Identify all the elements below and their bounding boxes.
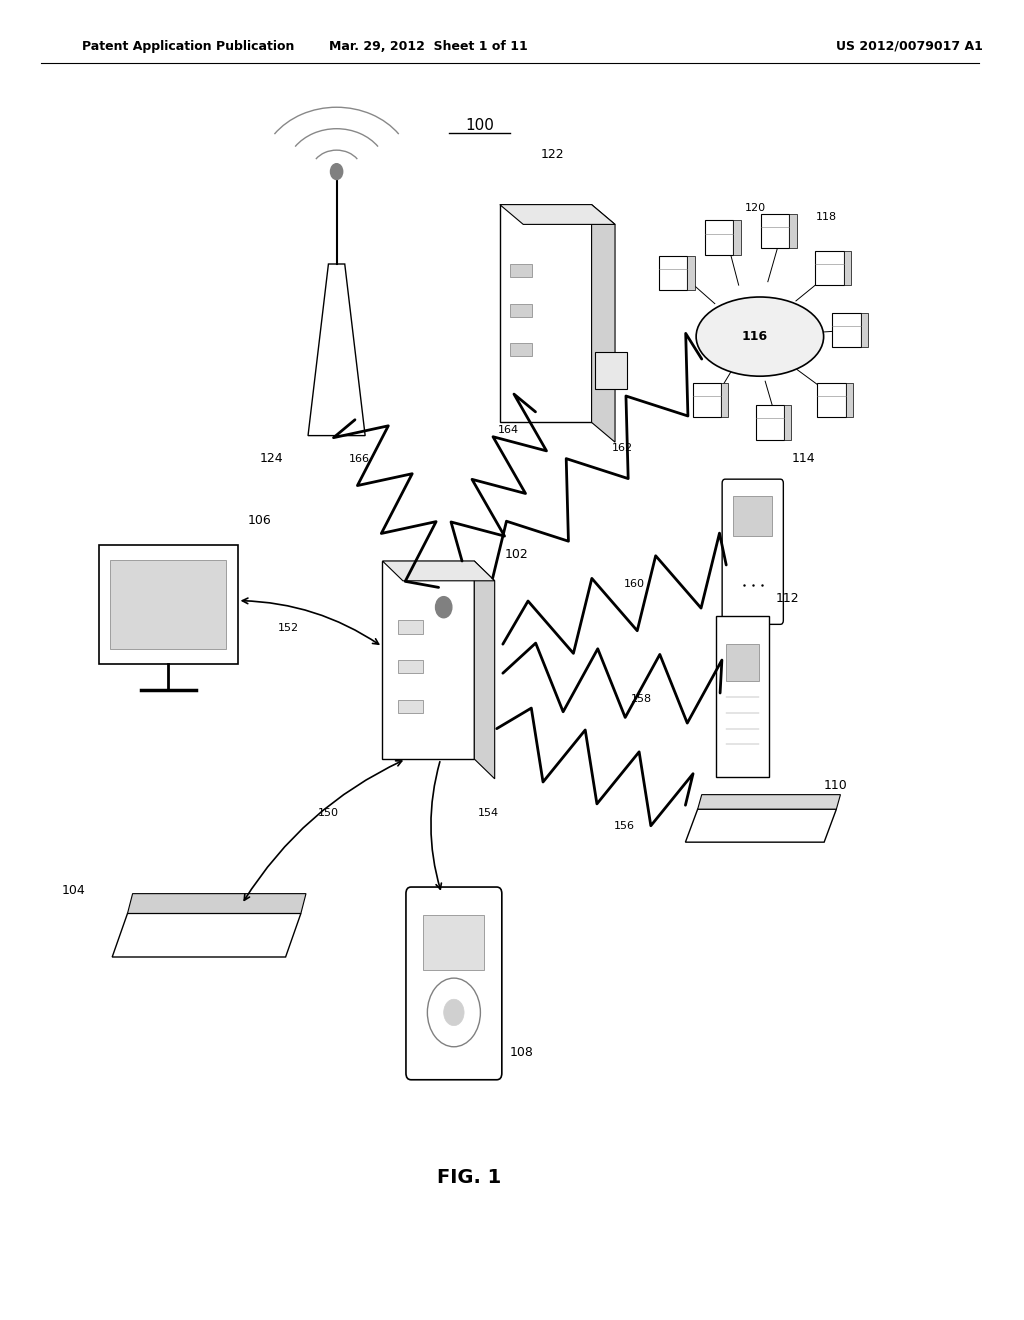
FancyBboxPatch shape bbox=[595, 352, 628, 389]
FancyBboxPatch shape bbox=[397, 660, 423, 673]
FancyBboxPatch shape bbox=[705, 220, 733, 255]
Text: 104: 104 bbox=[61, 883, 85, 896]
Polygon shape bbox=[697, 795, 841, 809]
Text: 106: 106 bbox=[248, 513, 271, 527]
FancyBboxPatch shape bbox=[423, 915, 484, 970]
Ellipse shape bbox=[696, 297, 823, 376]
Text: 158: 158 bbox=[631, 694, 651, 705]
FancyBboxPatch shape bbox=[658, 256, 687, 290]
FancyBboxPatch shape bbox=[784, 405, 792, 440]
Text: 156: 156 bbox=[614, 821, 635, 832]
Text: 124: 124 bbox=[260, 451, 284, 465]
Text: 116: 116 bbox=[741, 330, 768, 343]
FancyBboxPatch shape bbox=[846, 383, 853, 417]
Polygon shape bbox=[383, 561, 495, 581]
FancyBboxPatch shape bbox=[397, 620, 423, 634]
Text: US 2012/0079017 A1: US 2012/0079017 A1 bbox=[837, 40, 983, 53]
Polygon shape bbox=[128, 894, 306, 913]
Polygon shape bbox=[592, 205, 615, 442]
FancyBboxPatch shape bbox=[833, 313, 861, 347]
FancyBboxPatch shape bbox=[761, 214, 790, 248]
FancyBboxPatch shape bbox=[733, 496, 772, 536]
Circle shape bbox=[435, 597, 452, 618]
FancyBboxPatch shape bbox=[817, 383, 846, 417]
Polygon shape bbox=[113, 913, 301, 957]
Text: 152: 152 bbox=[278, 623, 299, 634]
Text: Mar. 29, 2012  Sheet 1 of 11: Mar. 29, 2012 Sheet 1 of 11 bbox=[329, 40, 527, 53]
FancyBboxPatch shape bbox=[397, 700, 423, 713]
FancyBboxPatch shape bbox=[790, 214, 797, 248]
FancyBboxPatch shape bbox=[510, 264, 532, 277]
Text: 160: 160 bbox=[625, 579, 645, 590]
FancyBboxPatch shape bbox=[861, 313, 868, 347]
Text: 120: 120 bbox=[744, 203, 766, 214]
Circle shape bbox=[331, 164, 343, 180]
Text: 122: 122 bbox=[541, 148, 564, 161]
Text: 166: 166 bbox=[349, 454, 370, 465]
Polygon shape bbox=[685, 809, 837, 842]
FancyBboxPatch shape bbox=[721, 383, 728, 417]
FancyBboxPatch shape bbox=[406, 887, 502, 1080]
FancyBboxPatch shape bbox=[99, 545, 238, 664]
FancyBboxPatch shape bbox=[722, 479, 783, 624]
FancyBboxPatch shape bbox=[716, 616, 769, 777]
Text: Patent Application Publication: Patent Application Publication bbox=[82, 40, 294, 53]
Text: 100: 100 bbox=[465, 117, 494, 133]
Text: 114: 114 bbox=[792, 451, 815, 465]
Text: 102: 102 bbox=[505, 548, 528, 561]
Text: FIG. 1: FIG. 1 bbox=[437, 1168, 502, 1187]
FancyBboxPatch shape bbox=[510, 304, 532, 317]
Polygon shape bbox=[474, 561, 495, 779]
Polygon shape bbox=[500, 205, 615, 224]
FancyBboxPatch shape bbox=[756, 405, 784, 440]
Text: 110: 110 bbox=[824, 779, 848, 792]
FancyBboxPatch shape bbox=[500, 205, 592, 422]
FancyBboxPatch shape bbox=[111, 560, 226, 649]
Text: 150: 150 bbox=[318, 808, 339, 818]
Circle shape bbox=[443, 999, 464, 1026]
FancyBboxPatch shape bbox=[733, 220, 740, 255]
Text: 108: 108 bbox=[510, 1045, 534, 1059]
FancyBboxPatch shape bbox=[726, 644, 759, 681]
FancyBboxPatch shape bbox=[510, 343, 532, 356]
FancyBboxPatch shape bbox=[692, 383, 721, 417]
Text: 164: 164 bbox=[498, 425, 519, 436]
FancyBboxPatch shape bbox=[844, 251, 851, 285]
FancyBboxPatch shape bbox=[815, 251, 844, 285]
FancyBboxPatch shape bbox=[687, 256, 694, 290]
Text: 162: 162 bbox=[612, 444, 633, 454]
Text: 118: 118 bbox=[816, 213, 837, 223]
Circle shape bbox=[427, 978, 480, 1047]
Text: 154: 154 bbox=[477, 808, 499, 818]
Text: 112: 112 bbox=[775, 591, 799, 605]
FancyBboxPatch shape bbox=[383, 561, 474, 759]
Polygon shape bbox=[308, 264, 366, 436]
